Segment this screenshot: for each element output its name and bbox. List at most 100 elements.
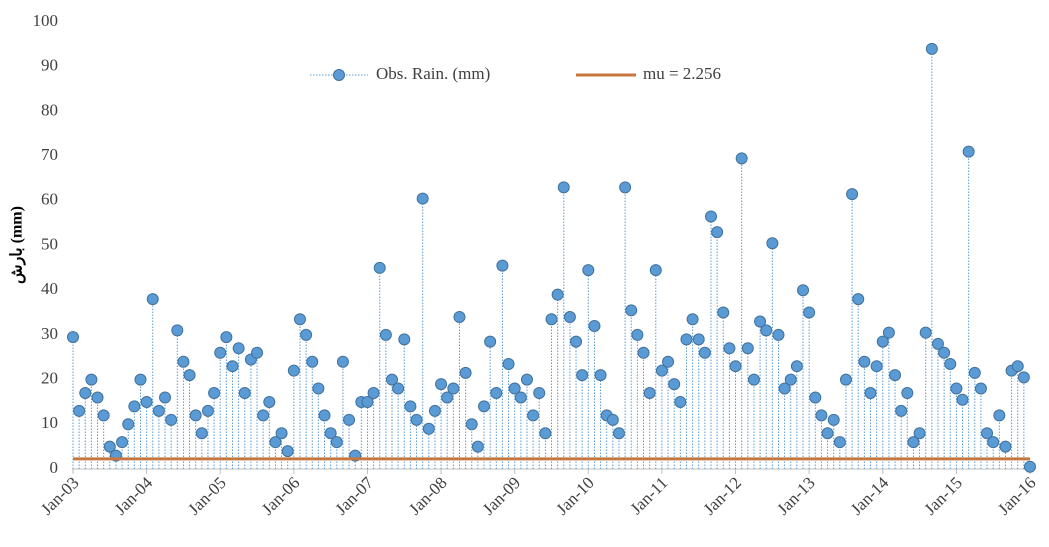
- point: [465, 418, 478, 431]
- point: [981, 427, 994, 440]
- point: [705, 210, 717, 223]
- point: [649, 264, 662, 277]
- point: [803, 306, 816, 319]
- point: [723, 342, 736, 355]
- point: [189, 409, 202, 422]
- point: [686, 313, 699, 326]
- point: [889, 369, 902, 382]
- point: [238, 387, 251, 400]
- point: [373, 261, 386, 274]
- point: [637, 346, 650, 359]
- point: [281, 445, 294, 458]
- point: [993, 409, 1006, 422]
- point: [287, 364, 300, 377]
- x-tick-label: Jan-08: [405, 473, 450, 518]
- point: [293, 313, 306, 326]
- point: [692, 333, 705, 346]
- x-tick-label: Jan-07: [332, 473, 378, 519]
- point: [907, 436, 920, 449]
- point: [809, 391, 822, 404]
- point: [680, 333, 693, 346]
- point: [159, 391, 172, 404]
- point: [520, 373, 533, 386]
- point: [625, 304, 638, 317]
- point: [171, 324, 184, 337]
- point: [490, 387, 503, 400]
- x-tick-label: Jan-05: [184, 473, 229, 518]
- point: [404, 400, 417, 413]
- point: [741, 342, 754, 355]
- point: [846, 188, 859, 201]
- point: [422, 422, 435, 435]
- point: [876, 335, 889, 348]
- point: [226, 360, 239, 373]
- point: [478, 400, 491, 413]
- y-tick-label: 20: [41, 369, 58, 388]
- y-tick-label: 0: [50, 458, 59, 477]
- point: [674, 395, 687, 408]
- point: [453, 311, 466, 324]
- x-tick-label: Jan-14: [847, 473, 893, 519]
- point: [938, 346, 951, 359]
- point: [772, 328, 785, 341]
- point: [968, 366, 981, 379]
- point: [1011, 360, 1024, 373]
- x-tick-label: Jan-12: [700, 473, 745, 518]
- point: [870, 360, 883, 373]
- point: [177, 355, 190, 368]
- y-tick-label: 50: [41, 234, 58, 253]
- point: [839, 373, 852, 386]
- point: [631, 328, 644, 341]
- point: [146, 293, 159, 306]
- point: [251, 346, 264, 359]
- y-tick-label: 90: [41, 56, 58, 75]
- point: [441, 391, 454, 404]
- point: [662, 355, 675, 368]
- point: [612, 427, 625, 440]
- point: [324, 427, 337, 440]
- point: [85, 373, 98, 386]
- point: [257, 409, 270, 422]
- point: [913, 427, 926, 440]
- point: [502, 357, 515, 370]
- point: [962, 145, 975, 158]
- point: [729, 360, 742, 373]
- y-tick-label: 40: [41, 279, 58, 298]
- point: [570, 335, 583, 348]
- point: [306, 355, 319, 368]
- point: [827, 413, 840, 426]
- point: [527, 409, 540, 422]
- x-tick-label: Jan-09: [479, 473, 524, 518]
- point: [1024, 460, 1036, 473]
- point: [815, 409, 828, 422]
- point: [778, 382, 791, 395]
- point: [882, 326, 895, 339]
- point: [557, 181, 570, 194]
- point: [999, 440, 1012, 453]
- legend-label: Obs. Rain. (mm): [376, 64, 490, 83]
- point: [895, 404, 908, 417]
- point: [330, 436, 343, 449]
- point: [361, 395, 374, 408]
- point: [606, 413, 619, 426]
- point: [987, 436, 1000, 449]
- point: [1017, 371, 1030, 384]
- point: [766, 237, 779, 250]
- x-tick-label: Jan-15: [920, 473, 965, 518]
- point: [122, 418, 135, 431]
- point: [165, 413, 178, 426]
- point: [220, 331, 233, 344]
- point: [717, 306, 730, 319]
- y-tick-label: 30: [41, 324, 58, 343]
- x-tick-label: Jan-06: [258, 473, 303, 518]
- point: [435, 378, 448, 391]
- point: [263, 395, 276, 408]
- y-tick-label: 70: [41, 145, 58, 164]
- point: [67, 331, 79, 344]
- point: [533, 387, 546, 400]
- point: [195, 427, 208, 440]
- point: [379, 328, 392, 341]
- y-axis-label: بارش (mm): [9, 206, 27, 284]
- point: [698, 346, 711, 359]
